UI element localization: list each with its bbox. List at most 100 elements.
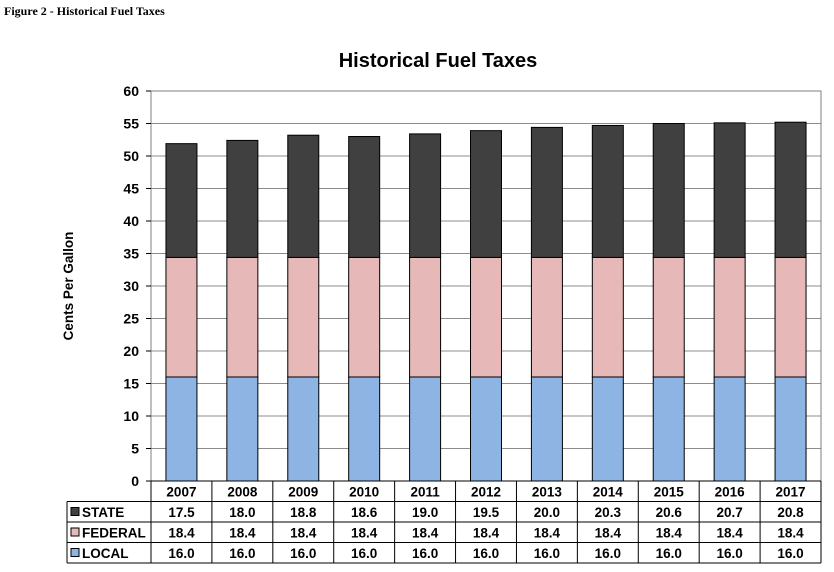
y-tick-label: 20 [123,343,139,359]
x-tick-label: 2014 [593,485,624,500]
bar-state-2017 [774,121,807,258]
x-tick-label: 2016 [715,485,746,500]
bar-local-2007 [165,376,198,482]
data-label: 16.0 [473,546,499,561]
y-axis-ticks: 0 5 10 15 20 25 30 35 40 45 50 55 60 [123,83,151,489]
data-label: 19.5 [473,505,500,520]
bar-state-2008 [226,139,259,258]
data-label: 20.3 [595,505,622,520]
data-label: 16.0 [777,546,803,561]
bar-state-2016 [713,122,746,258]
bar-federal-2015 [652,256,685,378]
figure-caption: Figure 2 - Historical Fuel Taxes [4,4,165,18]
y-tick-label: 40 [123,213,139,229]
x-tick-label: 2017 [776,485,806,500]
data-label: 16.0 [412,546,438,561]
bar-local-2015 [652,376,685,482]
legend-swatch-state [70,507,80,516]
data-label: 16.0 [290,546,316,561]
data-label: 16.0 [656,546,682,561]
bar-local-2016 [713,376,746,482]
data-label: 20.7 [716,505,742,520]
x-tick-label: 2008 [227,485,258,500]
bar-state-2013 [530,126,563,258]
data-label: 16.0 [595,546,621,561]
data-label: 18.4 [229,526,256,541]
bar-state-2012 [470,130,502,258]
data-label: 17.5 [168,505,195,520]
bar-local-2011 [409,376,442,482]
y-tick-label: 45 [123,181,139,197]
x-tick-label: 2012 [471,485,501,500]
y-tick-label: 50 [123,148,139,164]
x-tick-label: 2009 [288,485,318,500]
data-label: 18.4 [656,526,683,541]
data-label: 18.4 [351,526,378,541]
y-tick-label: 5 [131,441,139,457]
data-label: 18.4 [473,526,500,541]
bar-state-2007 [165,143,198,258]
data-label: 18.4 [716,526,743,541]
y-tick-label: 25 [123,311,139,327]
bar-local-2010 [348,376,381,482]
x-tick-label: 2010 [349,485,379,500]
y-tick-label: 35 [123,246,139,262]
legend-swatch-local [70,548,80,557]
data-label: 18.8 [290,505,317,520]
data-label: 16.0 [229,546,255,561]
bar-state-2011 [409,133,442,258]
bar-state-2010 [348,136,381,258]
bar-local-2017 [774,376,807,482]
data-label: 16.0 [168,546,194,561]
data-label: 16.0 [716,546,742,561]
data-label: 18.4 [777,526,804,541]
x-tick-label: 2013 [532,485,563,500]
x-tick-label: 2011 [410,485,440,500]
bar-local-2013 [530,376,563,482]
legend-label-federal: FEDERAL [82,526,146,541]
bar-federal-2016 [713,256,746,378]
data-label: 20.8 [777,505,804,520]
bar-federal-2017 [774,256,807,378]
bar-federal-2014 [591,256,624,378]
bar-federal-2013 [530,256,563,378]
data-label: 20.6 [656,505,683,520]
data-label: 18.4 [168,526,195,541]
bar-federal-2007 [165,256,198,378]
bar-federal-2012 [470,256,502,378]
legend-label-state: STATE [82,505,124,520]
y-tick-label: 30 [123,278,139,294]
y-tick-label: 15 [123,376,139,392]
bar-state-2014 [591,124,624,258]
bar-state-2015 [652,123,685,258]
x-tick-label: 2007 [166,485,196,500]
data-label: 16.0 [534,546,560,561]
y-tick-label: 10 [123,408,139,424]
y-tick-label: 60 [123,83,139,99]
data-label: 18.4 [412,526,439,541]
data-table: 2007 2008 2009 2010 2011 2012 2013 2014 2015 2016… [66,480,822,564]
bar-local-2014 [591,376,624,482]
y-axis-label: Cents Per Gallon [61,232,76,341]
data-label: 18.4 [290,526,317,541]
bar-local-2008 [226,376,259,482]
data-label: 16.0 [351,546,377,561]
bar-state-2009 [287,134,320,258]
x-tick-label: 2015 [654,485,685,500]
y-tick-label: 0 [131,473,139,489]
data-label: 18.4 [595,526,622,541]
bar-federal-2011 [409,256,442,378]
bar-local-2012 [470,376,502,482]
data-label: 18.0 [229,505,255,520]
chart-title: Historical Fuel Taxes [339,50,538,72]
data-label: 19.0 [412,505,438,520]
bars [165,121,807,482]
bar-federal-2009 [287,256,320,378]
y-tick-label: 55 [123,116,139,132]
legend-swatch-federal [70,527,80,537]
bar-local-2009 [287,376,320,482]
data-label: 20.0 [534,505,560,520]
bar-federal-2010 [348,256,381,378]
data-label: 18.6 [351,505,378,520]
